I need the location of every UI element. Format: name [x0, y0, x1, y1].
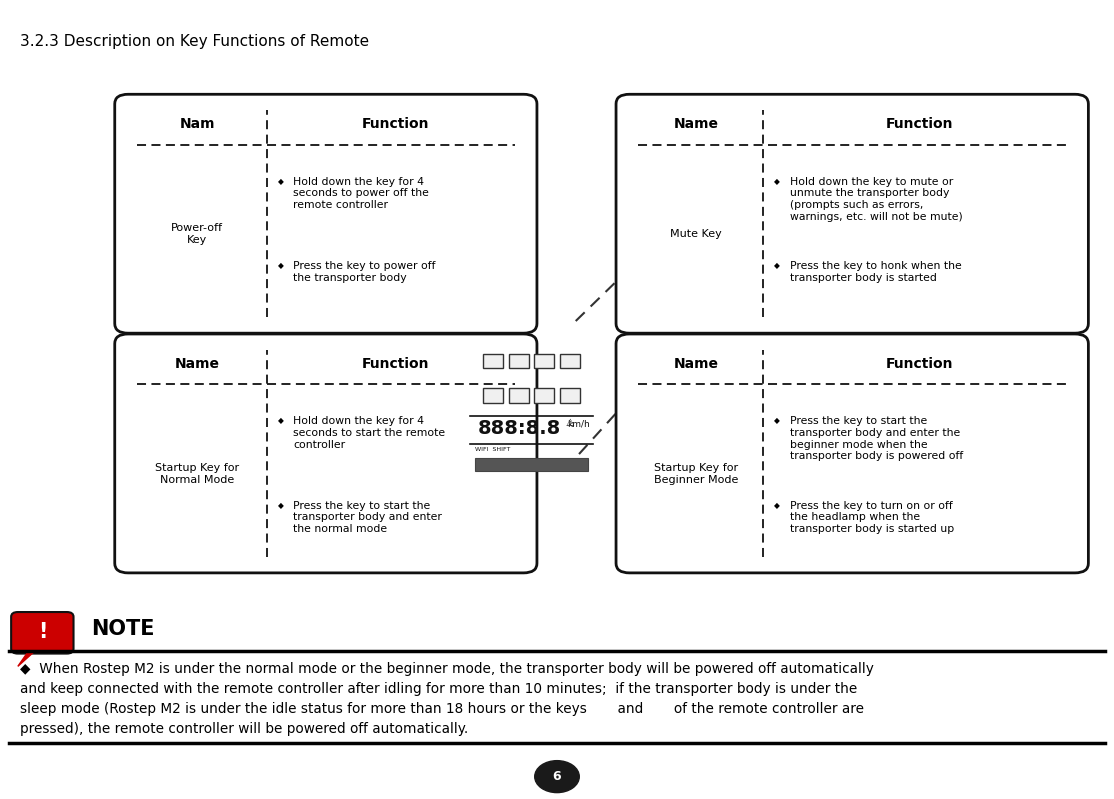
Text: Startup Key for
Beginner Mode: Startup Key for Beginner Mode	[654, 463, 739, 484]
FancyBboxPatch shape	[616, 94, 1088, 333]
Text: ◆: ◆	[277, 501, 284, 510]
Text: Function: Function	[361, 357, 429, 371]
Text: Hold down the key to mute or
unmute the transporter body
(prompts such as errors: Hold down the key to mute or unmute the …	[790, 177, 962, 221]
Text: Function: Function	[361, 117, 429, 131]
Bar	[535, 388, 555, 403]
Text: Function: Function	[886, 117, 952, 131]
Text: Mute Key: Mute Key	[671, 229, 722, 239]
Text: Name: Name	[674, 117, 719, 131]
Text: Function: Function	[886, 357, 952, 371]
Text: km/h: km/h	[567, 419, 590, 428]
Bar	[559, 354, 579, 368]
Text: Press the key to power off
the transporter body: Press the key to power off the transport…	[293, 261, 436, 283]
Text: ◆: ◆	[277, 177, 284, 185]
Text: Press the key to honk when the
transporter body is started: Press the key to honk when the transport…	[790, 261, 961, 283]
Bar	[508, 388, 528, 403]
Text: ◆: ◆	[277, 416, 284, 425]
Text: Startup Key for
Normal Mode: Startup Key for Normal Mode	[155, 463, 240, 484]
Text: ⚠: ⚠	[566, 418, 574, 427]
FancyBboxPatch shape	[616, 334, 1088, 573]
Text: ◆: ◆	[774, 501, 780, 510]
Text: ◆: ◆	[277, 261, 284, 270]
Text: Name: Name	[674, 357, 719, 371]
Text: Hold down the key for 4
seconds to start the remote
controller: Hold down the key for 4 seconds to start…	[293, 416, 446, 450]
Text: ◆: ◆	[774, 177, 780, 185]
Bar	[475, 458, 588, 471]
Text: Press the key to start the
transporter body and enter the
beginner mode when the: Press the key to start the transporter b…	[790, 416, 964, 461]
Text: Power-off
Key: Power-off Key	[172, 223, 223, 244]
Text: 6: 6	[553, 770, 561, 783]
Bar	[559, 388, 579, 403]
Text: 3.2.3 Description on Key Functions of Remote: 3.2.3 Description on Key Functions of Re…	[20, 34, 369, 49]
Circle shape	[535, 761, 579, 793]
Text: Hold down the key for 4
seconds to power off the
remote controller: Hold down the key for 4 seconds to power…	[293, 177, 429, 210]
Bar	[535, 354, 555, 368]
Polygon shape	[18, 649, 38, 666]
Text: WIFI  SHIFT: WIFI SHIFT	[475, 447, 510, 452]
Text: !: !	[38, 622, 47, 642]
Text: Press the key to turn on or off
the headlamp when the
transporter body is starte: Press the key to turn on or off the head…	[790, 501, 954, 534]
Text: ◆: ◆	[774, 416, 780, 425]
FancyBboxPatch shape	[115, 94, 537, 333]
Text: Nam: Nam	[179, 117, 215, 131]
Bar	[483, 388, 504, 403]
Text: ◆: ◆	[774, 261, 780, 270]
FancyBboxPatch shape	[11, 612, 74, 654]
Bar	[508, 354, 528, 368]
Text: Name: Name	[175, 357, 219, 371]
FancyBboxPatch shape	[115, 334, 537, 573]
Bar	[483, 354, 504, 368]
Text: Press the key to start the
transporter body and enter
the normal mode: Press the key to start the transporter b…	[293, 501, 442, 534]
Text: NOTE: NOTE	[91, 618, 155, 639]
Text: ◆  When Rostep M2 is under the normal mode or the beginner mode, the transporter: ◆ When Rostep M2 is under the normal mod…	[20, 662, 873, 736]
Text: 888:8.8: 888:8.8	[478, 419, 560, 439]
